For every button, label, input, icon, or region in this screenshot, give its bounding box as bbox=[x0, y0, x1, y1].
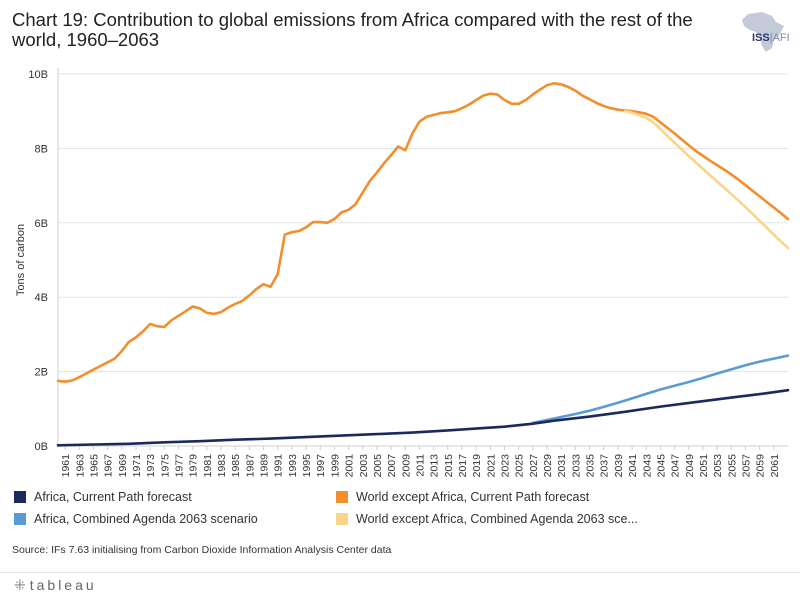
x-tick-label: 2045 bbox=[655, 454, 667, 478]
x-tick-label: 1971 bbox=[131, 454, 143, 478]
x-tick-label: 2035 bbox=[585, 454, 597, 478]
x-tick-label: 1977 bbox=[173, 454, 185, 478]
x-tick-label: 2047 bbox=[670, 454, 682, 478]
chart-legend: Africa, Current Path forecast World exce… bbox=[14, 490, 794, 534]
x-tick-label: 1983 bbox=[216, 454, 228, 478]
y-tick-label: 6B bbox=[35, 218, 48, 230]
x-tick-label: 1999 bbox=[329, 454, 341, 478]
logo-text: ISS bbox=[752, 32, 770, 44]
tableau-plus-icon: ⁜ bbox=[14, 577, 26, 593]
x-tick-label: 1961 bbox=[60, 454, 72, 478]
x-tick-label: 1985 bbox=[230, 454, 242, 478]
legend-swatch bbox=[336, 513, 348, 525]
chart-title: Chart 19: Contribution to global emissio… bbox=[12, 9, 693, 50]
x-tick-label: 1973 bbox=[145, 454, 157, 478]
x-tick-label: 2039 bbox=[613, 454, 625, 478]
legend-label: Africa, Combined Agenda 2063 scenario bbox=[34, 512, 258, 526]
logo-suffix: AFI bbox=[772, 32, 790, 44]
series-line bbox=[56, 82, 790, 383]
x-tick-label: 1967 bbox=[103, 454, 115, 478]
x-tick-label: 2037 bbox=[599, 454, 611, 478]
x-tick-label: 2017 bbox=[457, 454, 469, 478]
x-tick-label: 2043 bbox=[641, 454, 653, 478]
x-tick-label: 2033 bbox=[570, 454, 582, 478]
tableau-footer: ⁜ tableau bbox=[0, 572, 800, 601]
x-tick-label: 1995 bbox=[301, 454, 313, 478]
x-tick-label: 1981 bbox=[202, 454, 214, 478]
y-tick-label: 8B bbox=[35, 143, 48, 155]
x-tick-label: 2023 bbox=[500, 454, 512, 478]
x-tick-label: 2051 bbox=[698, 454, 710, 478]
legend-item-world-agenda-2063[interactable]: World except Africa, Combined Agenda 206… bbox=[336, 512, 638, 526]
x-tick-label: 1979 bbox=[188, 454, 200, 478]
x-tick-label: 2055 bbox=[726, 454, 738, 478]
x-tick-label: 2009 bbox=[400, 454, 412, 478]
x-tick-label: 2021 bbox=[485, 454, 497, 478]
x-tick-label: 2061 bbox=[769, 454, 781, 478]
x-tick-label: 1993 bbox=[287, 454, 299, 478]
x-tick-label: 2001 bbox=[344, 454, 356, 478]
x-tick-label: 2025 bbox=[514, 454, 526, 478]
legend-swatch bbox=[14, 491, 26, 503]
y-tick-label: 2B bbox=[35, 367, 48, 379]
x-tick-label: 1963 bbox=[74, 454, 86, 478]
series-line bbox=[623, 109, 790, 250]
legend-label: Africa, Current Path forecast bbox=[34, 490, 192, 504]
series-line bbox=[531, 354, 790, 425]
x-tick-label: 2007 bbox=[386, 454, 398, 478]
x-tick-label: 1975 bbox=[159, 454, 171, 478]
x-tick-label: 2005 bbox=[372, 454, 384, 478]
y-tick-label: 0B bbox=[35, 441, 48, 453]
legend-item-africa-agenda-2063[interactable]: Africa, Combined Agenda 2063 scenario bbox=[14, 512, 258, 526]
y-axis-title: Tons of carbon bbox=[15, 224, 27, 296]
legend-swatch bbox=[14, 513, 26, 525]
x-tick-label: 2031 bbox=[556, 454, 568, 478]
x-tick-label: 2053 bbox=[712, 454, 724, 478]
legend-label: World except Africa, Combined Agenda 206… bbox=[356, 512, 638, 526]
tableau-logo[interactable]: ⁜ tableau bbox=[14, 577, 97, 594]
legend-label: World except Africa, Current Path foreca… bbox=[356, 490, 590, 504]
y-tick-label: 10B bbox=[28, 69, 48, 81]
x-tick-label: 2041 bbox=[627, 454, 639, 478]
x-tick-label: 1969 bbox=[117, 454, 129, 478]
source-note: Source: IFs 7.63 initialising from Carbo… bbox=[12, 544, 392, 556]
x-tick-label: 1965 bbox=[88, 454, 100, 478]
x-tick-label: 2027 bbox=[528, 454, 540, 478]
africa-map-icon bbox=[742, 12, 784, 52]
tableau-brand: tableau bbox=[29, 577, 97, 593]
x-tick-label: 2029 bbox=[542, 454, 554, 478]
legend-swatch bbox=[336, 491, 348, 503]
x-tick-label: 2011 bbox=[414, 454, 426, 477]
legend-item-africa-current-path[interactable]: Africa, Current Path forecast bbox=[14, 490, 192, 504]
x-tick-label: 2013 bbox=[429, 454, 441, 478]
x-tick-label: 2059 bbox=[755, 454, 767, 478]
legend-item-world-current-path[interactable]: World except Africa, Current Path foreca… bbox=[336, 490, 589, 504]
series-line bbox=[56, 388, 790, 447]
y-tick-label: 4B bbox=[35, 292, 48, 304]
x-tick-label: 1991 bbox=[273, 454, 285, 478]
x-tick-label: 2049 bbox=[684, 454, 696, 478]
x-tick-label: 2057 bbox=[740, 454, 752, 478]
x-tick-label: 2015 bbox=[443, 454, 455, 478]
x-tick-label: 2019 bbox=[471, 454, 483, 478]
x-tick-label: 1989 bbox=[259, 454, 271, 478]
x-tick-label: 2003 bbox=[358, 454, 370, 478]
x-tick-label: 1997 bbox=[315, 454, 327, 478]
x-tick-label: 1987 bbox=[244, 454, 256, 478]
